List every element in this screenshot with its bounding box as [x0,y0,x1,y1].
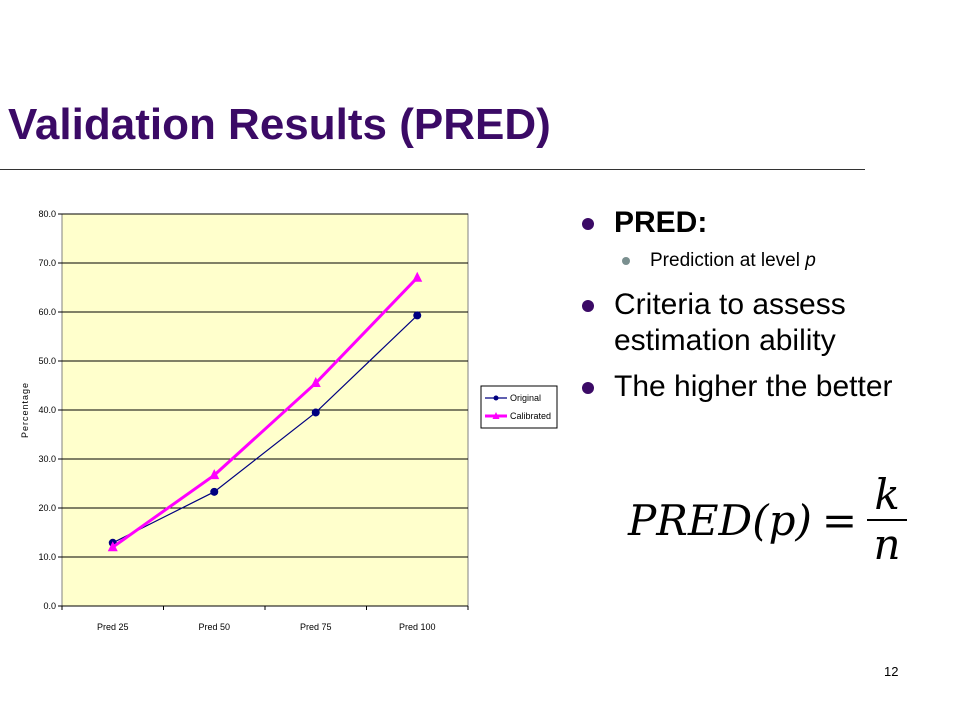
formula-denominator: n [873,520,901,569]
bullet-pred-text: PRED: [614,206,708,239]
bullet-criteria-line1: Criteria to assess [614,288,846,321]
y-tick-label: 10.0 [38,552,56,562]
series-line-calibrated [111,276,419,549]
x-tick-label: Pred 50 [198,622,230,632]
y-tick-label: 30.0 [38,454,56,464]
legend-marker-calibrated [492,412,500,419]
page-number: 12 [884,664,899,679]
legend-box [480,385,558,429]
bullet-criteria: Criteria to assess estimation ability [578,287,948,359]
pred-formula: PRED(p) = k n [628,470,908,570]
y-tick-label: 40.0 [38,405,56,415]
formula-fraction: k n [867,470,908,569]
bullet-dot-icon [582,218,594,230]
x-tick-label: Pred 100 [399,622,436,632]
sub-bullet-prediction: Prediction at level p [578,249,948,273]
y-tick-label: 60.0 [38,307,56,317]
y-tick-label: 70.0 [38,258,56,268]
sub-bullet-dot-icon [622,257,630,265]
formula-equals: = [821,495,858,545]
data-point-calibrated [412,271,423,282]
bullet-list: PRED: Prediction at level p Criteria to … [578,205,948,415]
slide-title: Validation Results (PRED) [8,100,551,149]
sub-bullet-variable: p [805,250,816,271]
bullet-higher-better-text: The higher the better [614,370,893,403]
y-tick-label: 0.0 [43,601,56,611]
chart-svg: 0.0 10.0 20.0 30.0 40.0 50.0 60.0 70.0 80.0 Pred … [20,209,558,632]
bullet-dot-icon [582,382,594,394]
data-point-calibrated [107,541,118,552]
y-tick-label: 50.0 [38,356,56,366]
y-tick-label: 80.0 [38,209,56,219]
bullet-higher-better: The higher the better [578,369,948,405]
data-point-calibrated [209,469,220,480]
bullet-pred: PRED: [578,205,948,241]
data-point-original [311,408,320,417]
formula-lhs: PRED(p) [628,495,812,545]
sub-bullet-text: Prediction at level [650,250,806,271]
x-tick-label: Pred 25 [97,622,129,632]
title-divider [0,169,865,170]
pred-line-chart: 0.0 10.0 20.0 30.0 40.0 50.0 60.0 70.0 80.0 Pred … [0,190,560,640]
formula-numerator: k [874,470,900,519]
y-tick-label: 20.0 [38,503,56,513]
data-point-original [210,487,219,496]
legend-label-original: Original [510,393,541,403]
x-tick-label: Pred 75 [300,622,332,632]
bullet-criteria-line2: estimation ability [614,324,836,357]
legend-marker-original [493,395,499,401]
legend-label-calibrated: Calibrated [510,411,551,421]
fraction-bar [867,519,908,521]
series-line-original [112,314,418,544]
data-point-original [413,311,422,320]
bullet-dot-icon [582,300,594,312]
y-axis-label: Percentage [20,382,30,438]
data-point-calibrated [310,377,321,388]
